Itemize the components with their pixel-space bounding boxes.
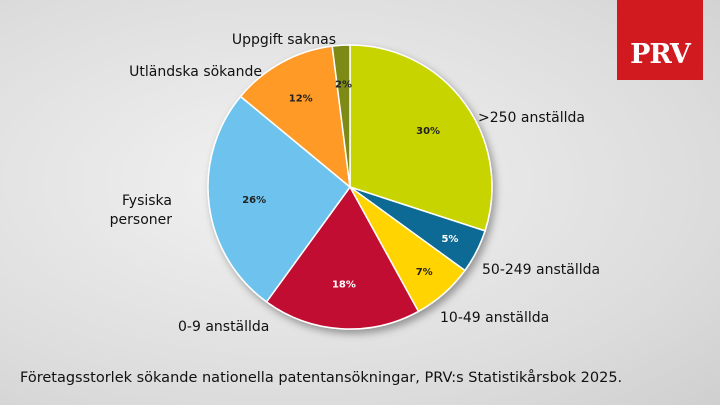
data-label-10-49-anst-llda: 7% [416,267,433,278]
data-label-0-9-anst-llda: 18% [332,279,356,290]
data-label-over-250-anst-llda: 30% [416,126,440,137]
category-label-uppgift-saknas: Uppgift saknas [232,32,336,48]
pie-slice-0-9-anst-llda [265,185,420,330]
data-label-utl-ndska-s-kande: 12% [289,93,313,104]
pie-slice-over-250-anst-llda [349,44,493,232]
category-label-fysiska-personer: Fysiska personer [110,193,173,228]
pie-slice-fysiska-personer [207,95,352,303]
pie-slice-utl-ndska-s-kande [239,45,351,189]
pie-slice-uppgift-saknas [331,44,351,188]
category-label-0-9-anst-llda: 0-9 anställda [178,319,269,335]
data-label-50-249-anst-llda: 5% [441,234,458,245]
category-label-over-250-anst-llda: >250 anställda [478,110,585,126]
chart-caption: Företagsstorlek sökande nationella paten… [20,370,623,386]
category-label-utl-ndska-s-kande: Utländska sökande [129,64,262,80]
category-label-50-249-anst-llda: 50-249 anställda [482,262,600,278]
prv-logo: PRV [617,0,703,80]
data-label-fysiska-personer: 26% [242,195,266,206]
category-label-10-49-anst-llda: 10-49 anställda [440,310,549,326]
prv-logo-text: PRV [630,39,691,70]
data-label-uppgift-saknas: 2% [335,80,352,91]
